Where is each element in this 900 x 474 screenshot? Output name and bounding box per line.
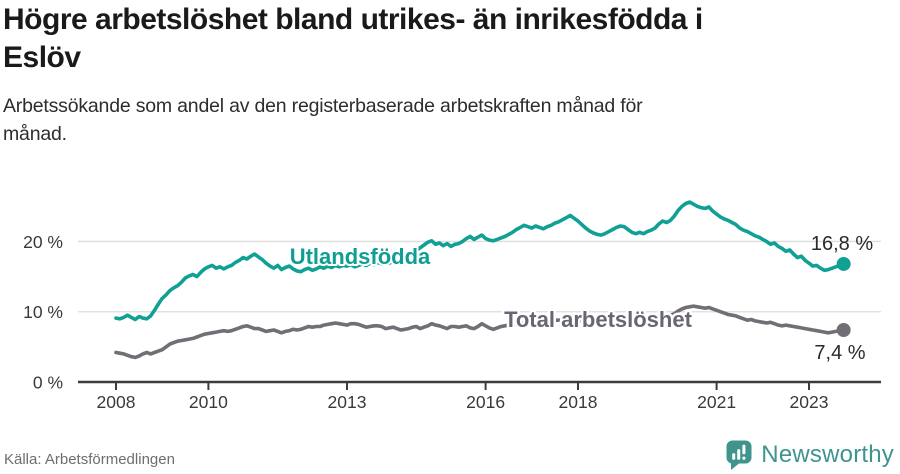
series-end-value-total-arbetsloshet: 7,4 % <box>814 342 865 364</box>
newsworthy-logo: Newsworthy <box>726 440 894 470</box>
x-axis-tick-label: 2013 <box>328 392 367 412</box>
source-note: Källa: Arbetsförmedlingen <box>4 451 175 468</box>
x-axis-tick-label: 2018 <box>559 392 598 412</box>
newsworthy-wordmark: Newsworthy <box>761 441 894 468</box>
series-end-value-utlandsfodda: 16,8 % <box>811 233 873 255</box>
series-end-dot-total-arbetsloshet <box>836 323 851 338</box>
series-label-utlandsfodda: Utlandsfödda <box>290 244 431 269</box>
x-axis-tick-label: 2021 <box>697 392 736 412</box>
x-axis-tick-label: 2016 <box>466 392 505 412</box>
page-title-line2: Eslöv <box>3 41 81 74</box>
chart-subtitle-line2: månad. <box>3 123 67 145</box>
x-axis-tick-label: 2023 <box>790 392 829 412</box>
y-axis-tick-label: 0 % <box>33 373 63 393</box>
x-axis-tick-label: 2010 <box>189 392 228 412</box>
y-axis-tick-label: 20 % <box>23 232 63 252</box>
y-axis-tick-label: 10 % <box>23 302 63 322</box>
chart-subtitle: Arbetssökande som andel av den registerb… <box>3 92 853 148</box>
series-label-total-arbetsloshet: Total arbetslöshet <box>504 307 693 332</box>
series-line-utlandsfodda <box>114 200 846 322</box>
series-line-total-arbetsloshet <box>114 304 846 360</box>
chart-subtitle-line1: Arbetssökande som andel av den registerb… <box>3 95 643 117</box>
page-title: Högre arbetslöshet bland utrikes- än inr… <box>3 1 887 77</box>
x-axis-tick-label: 2008 <box>97 392 136 412</box>
series-end-dot-utlandsfodda <box>836 256 851 271</box>
newsworthy-chart-bubble-icon <box>726 440 752 470</box>
page-title-line1: Högre arbetslöshet bland utrikes- än inr… <box>3 3 703 36</box>
